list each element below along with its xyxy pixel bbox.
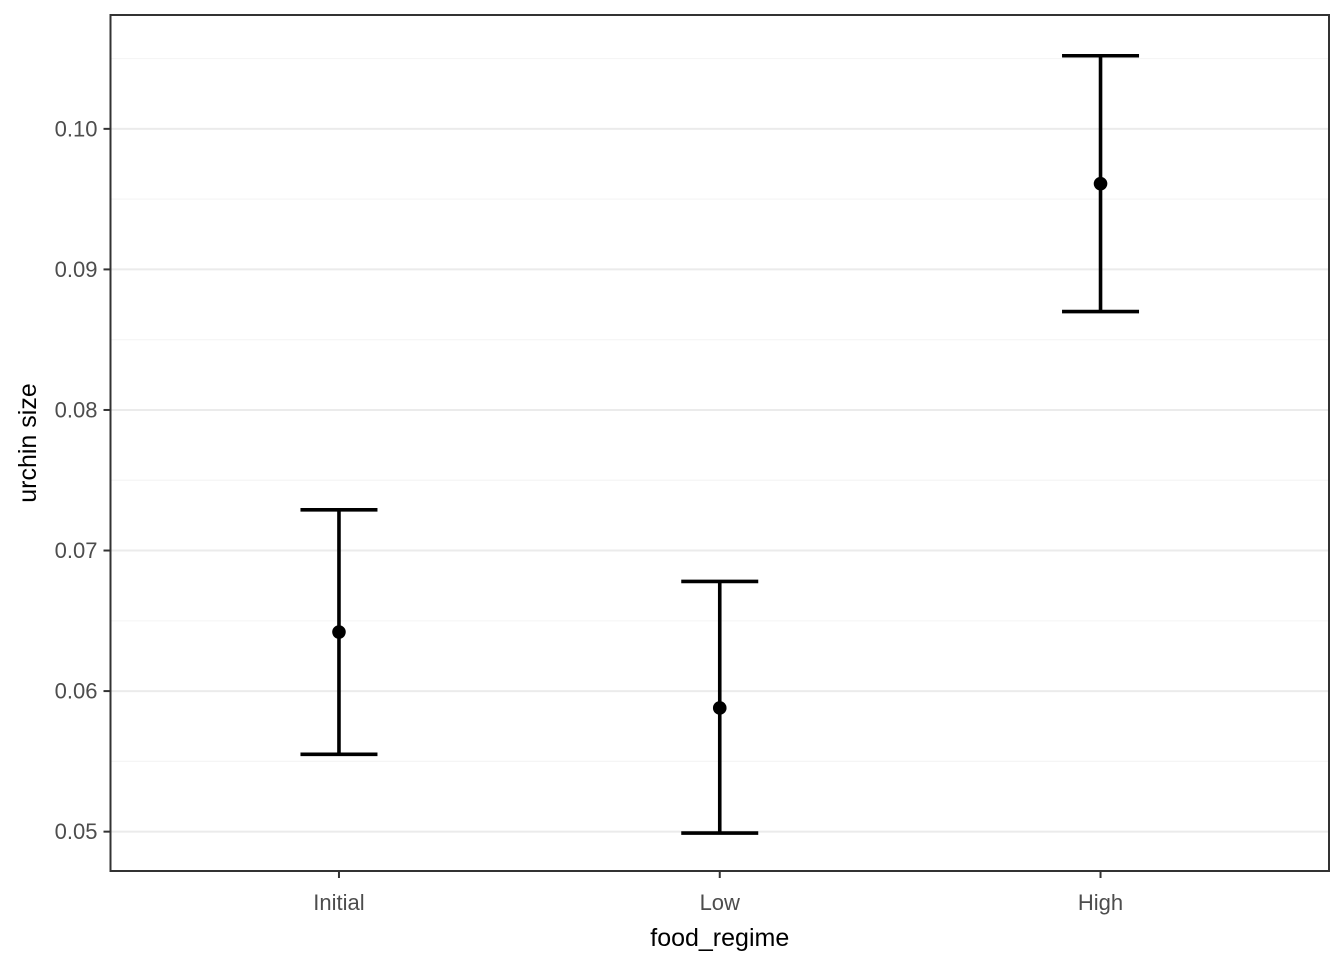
axis-ticks — [103, 127, 1102, 878]
x-tick-label: High — [1078, 890, 1123, 915]
data-point — [1093, 176, 1108, 191]
y-tick-label: 0.06 — [55, 679, 98, 704]
y-axis-title: urchin size — [14, 383, 42, 503]
y-tick-label: 0.10 — [55, 116, 98, 141]
data-point — [712, 701, 727, 715]
axis-tick-labels: 0.05 0.06 0.07 0.08 0.09 0.10 Initial Low High — [55, 116, 1123, 915]
x-tick-label: Low — [700, 890, 740, 915]
error-bars-and-points — [300, 53, 1140, 835]
y-tick-label: 0.07 — [55, 538, 98, 563]
x-axis-title: food_regime — [650, 924, 789, 952]
y-tick-label: 0.09 — [55, 257, 98, 282]
y-tick-label: 0.08 — [55, 397, 98, 422]
data-point — [332, 625, 346, 639]
y-tick-label: 0.05 — [55, 819, 98, 844]
x-tick-label: Initial — [313, 890, 364, 915]
grid-minor-lines — [110, 57, 1329, 762]
